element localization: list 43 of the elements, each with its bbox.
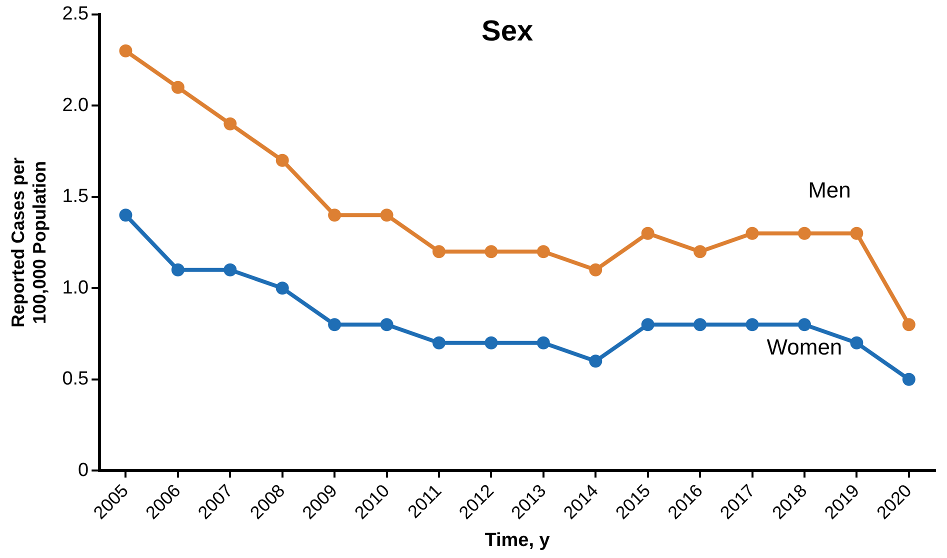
series-label: Men [808, 177, 851, 202]
point [746, 318, 759, 332]
y-tick-label: 0.5 [62, 368, 89, 390]
point [328, 318, 342, 332]
point [224, 117, 237, 130]
point [484, 245, 498, 258]
point [589, 263, 602, 276]
point [432, 336, 446, 350]
point [902, 318, 916, 332]
point [641, 318, 654, 332]
point [380, 318, 394, 332]
x-axis-title: Time, y [484, 530, 550, 551]
point [119, 208, 132, 222]
point [694, 318, 707, 332]
chart-title: Sex [482, 15, 534, 48]
point [798, 226, 811, 240]
point [380, 208, 394, 222]
point [589, 354, 602, 368]
point [746, 226, 759, 240]
point [484, 336, 498, 350]
series-label: Women [766, 334, 842, 360]
point [798, 318, 811, 332]
y-tick-label: 2.5 [62, 4, 89, 25]
y-tick-label: 0 [78, 460, 89, 481]
point [850, 226, 864, 240]
y-tick-label: 1.0 [62, 277, 89, 298]
point [902, 372, 916, 386]
point [850, 336, 864, 350]
y-tick-label: 1.5 [62, 186, 89, 208]
point [536, 336, 550, 350]
point [276, 282, 289, 295]
point [276, 154, 289, 167]
point [119, 44, 132, 58]
y-tick-label: 2.0 [62, 94, 89, 116]
point [432, 245, 446, 258]
point [171, 80, 184, 94]
point [171, 263, 184, 276]
y-axis-title: Reported Cases per 100,000 Population [8, 157, 50, 328]
point [641, 226, 654, 240]
point [536, 245, 550, 258]
point [224, 263, 237, 276]
point [328, 208, 342, 222]
point [694, 245, 707, 258]
